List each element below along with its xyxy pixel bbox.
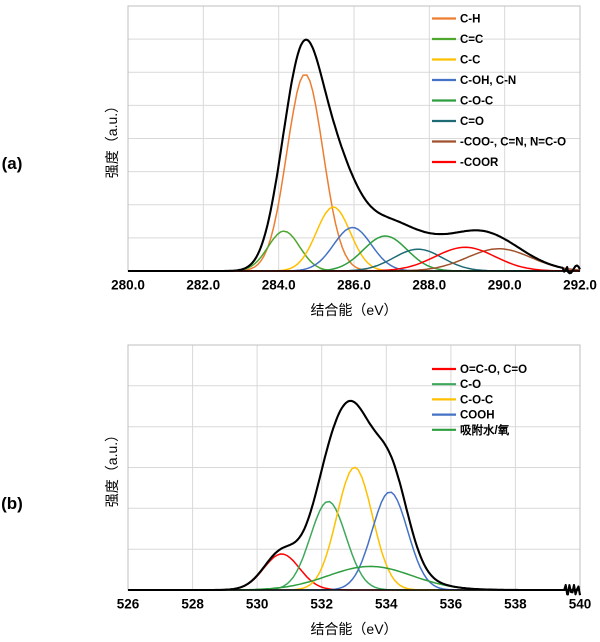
svg-text:538: 538 <box>504 597 527 612</box>
svg-text:-COOR: -COOR <box>460 157 499 169</box>
svg-text:536: 536 <box>440 597 463 612</box>
svg-text:534: 534 <box>375 597 398 612</box>
svg-text:286.0: 286.0 <box>337 278 371 293</box>
svg-text:强度（a.u.）: 强度（a.u.） <box>104 428 120 507</box>
svg-text:-COO-, C=N, N=C-O: -COO-, C=N, N=C-O <box>460 137 566 149</box>
svg-text:282.0: 282.0 <box>186 278 220 293</box>
svg-text:C-O-C: C-O-C <box>460 96 493 108</box>
svg-text:280.0: 280.0 <box>111 278 145 293</box>
svg-text:C-O: C-O <box>460 379 481 391</box>
svg-text:强度（a.u.）: 强度（a.u.） <box>104 99 120 178</box>
svg-text:吸附水/氧: 吸附水/氧 <box>460 423 510 437</box>
svg-text:530: 530 <box>246 597 269 612</box>
svg-text:532: 532 <box>310 597 333 612</box>
svg-text:284.0: 284.0 <box>262 278 296 293</box>
svg-text:290.0: 290.0 <box>488 278 522 293</box>
svg-text:540: 540 <box>569 597 592 612</box>
svg-text:526: 526 <box>117 597 140 612</box>
svg-text:C-O-C: C-O-C <box>460 394 493 406</box>
svg-text:O=C-O, C=O: O=C-O, C=O <box>460 364 527 376</box>
svg-text:292.0: 292.0 <box>563 278 597 293</box>
svg-text:C-OH, C-N: C-OH, C-N <box>460 75 516 87</box>
svg-text:结合能（eV）: 结合能（eV） <box>310 302 397 318</box>
svg-text:COOH: COOH <box>460 410 495 422</box>
svg-text:(b): (b) <box>1 494 23 513</box>
svg-text:(a): (a) <box>2 154 23 173</box>
svg-text:C=C: C=C <box>460 34 483 46</box>
svg-text:C-H: C-H <box>460 14 480 26</box>
svg-text:C-C: C-C <box>460 55 480 67</box>
svg-text:528: 528 <box>181 597 204 612</box>
svg-text:C=O: C=O <box>460 116 484 128</box>
svg-text:结合能（eV）: 结合能（eV） <box>310 621 397 637</box>
svg-text:288.0: 288.0 <box>412 278 446 293</box>
